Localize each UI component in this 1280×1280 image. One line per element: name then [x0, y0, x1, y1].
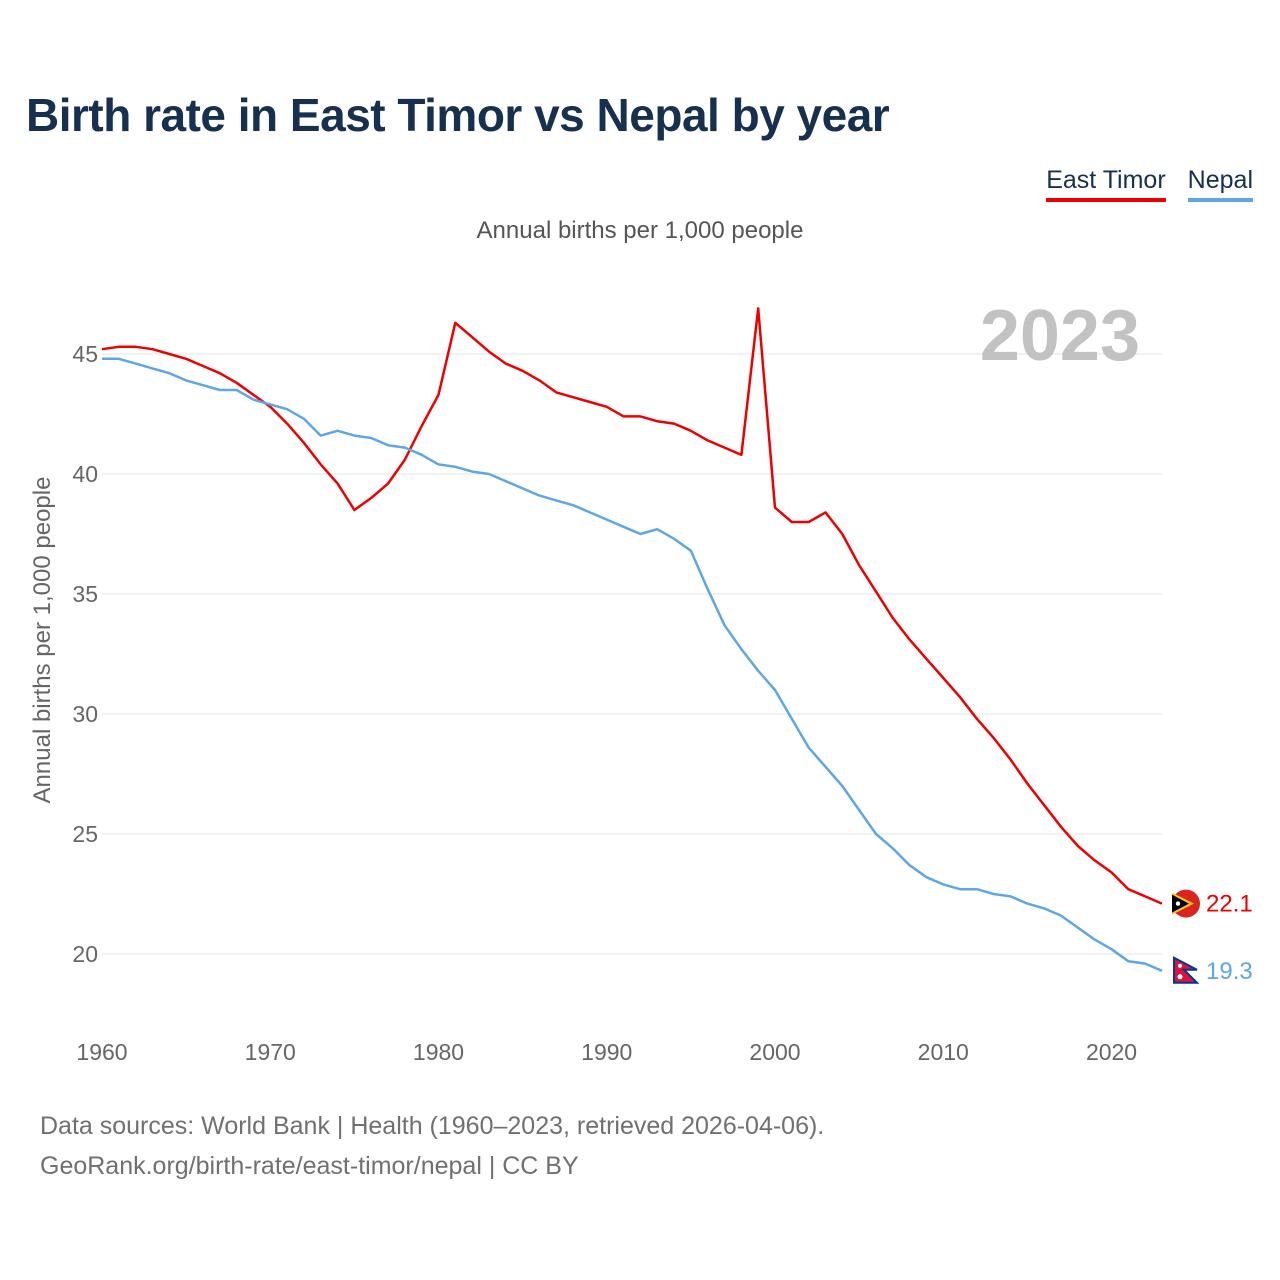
x-tick-label: 1960	[76, 1039, 127, 1065]
y-tick-label: 35	[72, 581, 98, 607]
chart-subtitle: Annual births per 1,000 people	[476, 217, 804, 244]
chart-title: Birth rate in East Timor vs Nepal by yea…	[26, 89, 890, 141]
gridlines	[102, 353, 1162, 955]
x-tick-label: 1970	[245, 1039, 296, 1065]
y-axis: 20 25 30 35 40 45	[72, 341, 98, 967]
y-tick-label: 20	[72, 941, 98, 967]
x-tick-label: 2010	[918, 1039, 969, 1065]
y-tick-label: 45	[72, 341, 98, 367]
y-axis-label: Annual births per 1,000 people	[29, 477, 56, 804]
end-value-label-east-timor: 22.1	[1206, 891, 1253, 918]
legend-item-nepal[interactable]: Nepal	[1187, 166, 1253, 202]
legend-item-east-timor[interactable]: East Timor	[1046, 166, 1166, 202]
end-value-label-nepal: 19.3	[1206, 958, 1253, 985]
footer-link[interactable]: GeoRank.org/birth-rate/east-timor/nepal …	[40, 1152, 579, 1180]
x-tick-label: 1980	[413, 1039, 464, 1065]
y-tick-label: 25	[72, 821, 98, 847]
legend: East Timor Nepal	[1046, 166, 1253, 202]
series-line-east-timor[interactable]	[101, 307, 1163, 905]
flag-east-timor-icon	[1172, 889, 1200, 918]
x-axis: 1960 1970 1980 1990 2000 2010 2020	[76, 1039, 1137, 1065]
x-tick-label: 1990	[581, 1039, 632, 1065]
x-tick-label: 2020	[1086, 1039, 1137, 1065]
footer-source: Data sources: World Bank | Health (1960–…	[40, 1112, 825, 1140]
series-line-nepal[interactable]	[102, 357, 1163, 972]
year-badge: 2023	[980, 296, 1140, 376]
x-tick-label: 2000	[749, 1039, 800, 1065]
footer: Data sources: World Bank | Health (1960–…	[40, 1106, 824, 1186]
series-lines	[101, 307, 1163, 972]
flag-nepal-icon	[1172, 956, 1200, 985]
y-tick-label: 40	[72, 461, 98, 487]
series-endpoints: 22.1 19.3	[1172, 889, 1253, 985]
y-tick-label: 30	[72, 701, 98, 727]
